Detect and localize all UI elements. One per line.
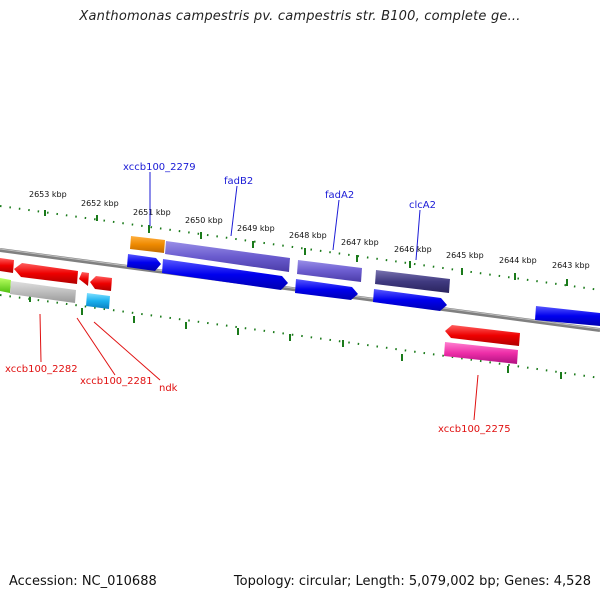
gene-fadA2[interactable] xyxy=(297,260,362,282)
label-clcA2: clcA2 xyxy=(409,200,436,211)
gene-blue-2[interactable] xyxy=(162,259,288,290)
kbp-label: 2650 kbp xyxy=(185,216,223,225)
label-xccb100-2281: xccb100_2281 xyxy=(80,376,153,387)
label-xccb100-2275: xccb100_2275 xyxy=(438,424,511,435)
gene-left-red-upper[interactable] xyxy=(0,258,14,273)
kbp-label: 2653 kbp xyxy=(29,190,67,199)
kbp-label: 2649 kbp xyxy=(237,224,275,233)
genome-summary-text: Topology: circular; Length: 5,079,002 bp… xyxy=(233,574,591,589)
top-gene-labels: xccb100_2279 fadB2 fadA2 clcA2 xyxy=(123,162,436,261)
gene-blue-4[interactable] xyxy=(373,289,447,311)
gene-red-small-2[interactable] xyxy=(90,276,112,291)
label-xccb100-2279: xccb100_2279 xyxy=(123,162,196,173)
gene-xccb100-2282[interactable] xyxy=(14,263,78,284)
lower-major-ticks xyxy=(29,296,562,379)
upper-scale-track xyxy=(0,205,600,291)
gene-ndk[interactable] xyxy=(86,293,110,309)
kbp-label: 2643 kbp xyxy=(552,261,590,270)
kbp-label: 2646 kbp xyxy=(394,245,432,254)
gene-clcA2[interactable] xyxy=(375,270,450,293)
label-xccb100-2282: xccb100_2282 xyxy=(5,364,78,375)
upper-major-ticks xyxy=(44,210,568,286)
gene-xccb100-2275-pink[interactable] xyxy=(444,342,518,364)
bottom-gene-labels: xccb100_2282 xccb100_2281 ndk xccb100_22… xyxy=(5,313,511,435)
lower-gene-row[interactable] xyxy=(0,278,520,364)
left-red-gene-row[interactable] xyxy=(14,263,112,291)
kbp-label: 2647 kbp xyxy=(341,238,379,247)
gene-xccb100-2279-orange[interactable] xyxy=(130,236,165,253)
gene-blue-3[interactable] xyxy=(295,279,358,300)
gene-fadB2[interactable] xyxy=(165,241,290,272)
label-fadB2: fadB2 xyxy=(224,176,253,187)
gene-blue-5[interactable] xyxy=(535,306,600,326)
map-title: Xanthomonas campestris pv. campestris st… xyxy=(79,9,521,24)
gene-xccb100-2281[interactable] xyxy=(10,281,76,303)
gene-green[interactable] xyxy=(0,278,11,293)
gene-blue-1[interactable] xyxy=(127,254,161,271)
label-fadA2: fadA2 xyxy=(325,190,354,201)
gene-red-small-1[interactable] xyxy=(79,272,89,286)
kbp-label: 2645 kbp xyxy=(446,251,484,260)
kbp-label: 2652 kbp xyxy=(81,199,119,208)
kbp-scale-labels: 2653 kbp 2652 kbp 2651 kbp 2650 kbp 2649… xyxy=(29,190,590,270)
kbp-label: 2651 kbp xyxy=(133,208,171,217)
upper-gene-row[interactable] xyxy=(0,236,450,293)
blue-gene-row[interactable] xyxy=(127,254,600,326)
gene-xccb100-2275-red[interactable] xyxy=(445,325,520,346)
label-ndk: ndk xyxy=(159,383,178,394)
kbp-label: 2648 kbp xyxy=(289,231,327,240)
accession-text: Accession: NC_010688 xyxy=(9,574,157,589)
kbp-label: 2644 kbp xyxy=(499,256,537,265)
